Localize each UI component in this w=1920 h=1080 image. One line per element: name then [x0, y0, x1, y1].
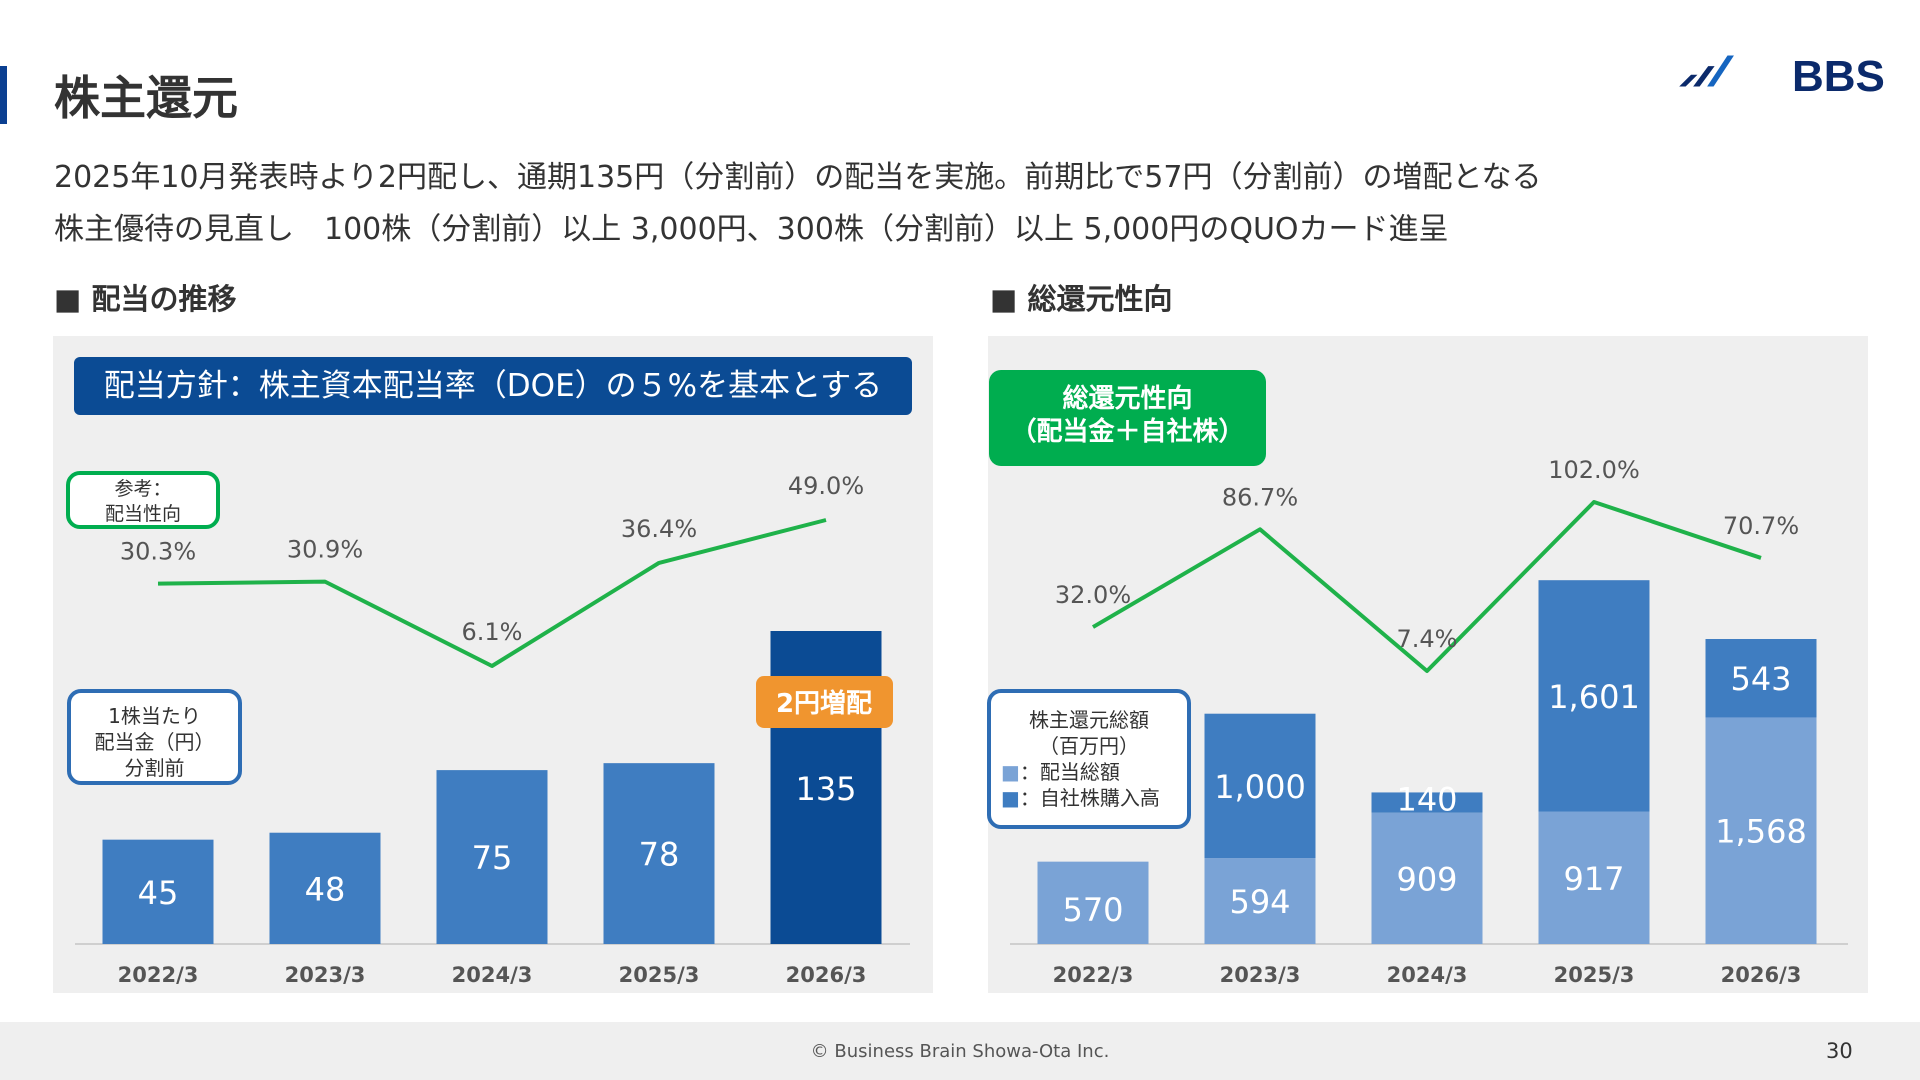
left-x-tick-label: 2025/3	[619, 963, 700, 987]
payout-ratio-label: 49.0%	[788, 472, 864, 500]
dps-bar-label: 78	[639, 836, 680, 874]
dividend-total-bar	[1371, 812, 1483, 944]
right-x-tick-label: 2023/3	[1220, 963, 1301, 987]
total-payout-label: 70.7%	[1723, 512, 1799, 540]
total-payout-label: 102.0%	[1548, 456, 1640, 484]
payout-ratio-label: 36.4%	[621, 515, 697, 543]
buyback-bar	[1705, 639, 1817, 718]
left-x-tick-label: 2026/3	[786, 963, 867, 987]
copyright: © Business Brain Showa-Ota Inc.	[810, 1041, 1110, 1062]
right-x-tick-label: 2024/3	[1387, 963, 1468, 987]
legend-dividend-text: ：配当総額	[1019, 760, 1120, 784]
bbs-logo-text: BBS	[1792, 52, 1885, 101]
right-x-tick-label: 2025/3	[1554, 963, 1635, 987]
left-x-tick-label: 2024/3	[452, 963, 533, 987]
buyback-bar	[1538, 580, 1650, 812]
payout-section-heading: ■ 総還元性向	[990, 282, 1173, 316]
page-title: 株主還元	[54, 71, 238, 125]
dps-bar	[269, 832, 381, 944]
dividend-total-bar	[1204, 858, 1316, 944]
summary-line-1: 2025年10月発表時より2円配し、通期135円（分割前）の配当を実施。前期比で…	[54, 160, 1542, 195]
dps-bar-label: 45	[138, 874, 179, 912]
buyback-bar	[1204, 713, 1316, 859]
dividend-total-label: 570	[1062, 891, 1123, 929]
dividend-total-label: 1,568	[1715, 813, 1807, 851]
left-x-tick-label: 2022/3	[118, 963, 199, 987]
dps-bar-label: 75	[472, 839, 513, 877]
summary-line-2: 株主優待の見直し 100株（分割前）以上 3,000円、300株（分割前）以上 …	[54, 212, 1449, 247]
legend-dividend-marker: ■	[1001, 760, 1020, 784]
page-number: 30	[1826, 1039, 1853, 1063]
increase-badge	[756, 676, 893, 728]
dividend-total-label: 909	[1396, 860, 1457, 898]
legend-item-buyback: ■：自社株購入高	[991, 785, 1187, 811]
dividend-total-bar	[1705, 717, 1817, 944]
total-payout-label: 7.4%	[1397, 625, 1458, 653]
left-x-tick-label: 2023/3	[285, 963, 366, 987]
dividend-policy-banner: 配当方針：株主資本配当率（DOE）の５%を基本とする	[74, 357, 912, 415]
buyback-label: 1,000	[1214, 768, 1306, 806]
payout-ratio-line	[157, 518, 827, 668]
total-payout-label: 86.7%	[1222, 483, 1298, 511]
legend-buyback-marker: ■	[1001, 786, 1020, 810]
dps-bar	[603, 763, 715, 944]
buyback-label: 1,601	[1548, 678, 1640, 716]
payout-ratio-note-line2: 配当性向	[104, 503, 181, 525]
total-payout-label: 総還元性向 （配当金＋自社株）	[989, 370, 1266, 466]
dps-note-line1: 1株当たり	[108, 704, 201, 728]
dps-note-line2: 配当金（円）	[94, 730, 215, 754]
payout-ratio-note: 参考： 配当性向	[66, 471, 220, 529]
total-payout-label: 32.0%	[1055, 581, 1131, 609]
dps-bar	[102, 839, 214, 944]
legend-title-line2: （百万円）	[1039, 734, 1139, 758]
total-payout-label-line2: （配当金＋自社株）	[1010, 417, 1245, 447]
payout-ratio-label: 6.1%	[462, 618, 523, 646]
legend-item-dividend: ■：配当総額	[991, 759, 1187, 785]
payout-ratio-label: 30.3%	[120, 538, 196, 566]
dividend-total-bar	[1037, 861, 1149, 944]
right-x-tick-label: 2026/3	[1721, 963, 1802, 987]
dps-bar-label: 48	[305, 870, 346, 908]
footer-bar	[0, 1022, 1920, 1080]
dividend-section-heading: ■ 配当の推移	[54, 282, 237, 316]
title-accent-bar	[0, 66, 7, 124]
legend-title-line1: 株主還元総額	[1029, 708, 1149, 732]
dps-bar-label: 135	[795, 770, 856, 808]
legend-buyback-text: ：自社株購入高	[1019, 786, 1160, 810]
return-legend-box: 株主還元総額 （百万円） ■：配当総額 ■：自社株購入高	[987, 689, 1191, 829]
dividend-total-bar	[1538, 811, 1650, 944]
total-payout-line	[1091, 500, 1762, 673]
buyback-label: 140	[1396, 781, 1457, 819]
payout-ratio-note-line1: 参考：	[114, 478, 172, 500]
dps-note-line3: 分割前	[124, 756, 185, 780]
buyback-bar	[1371, 792, 1483, 813]
increase-badge-label: 2円増配	[776, 689, 872, 719]
dps-bar	[436, 770, 548, 944]
payout-ratio-label: 30.9%	[287, 536, 363, 564]
dps-note: 1株当たり 配当金（円） 分割前	[67, 689, 242, 785]
buyback-label: 543	[1730, 660, 1791, 698]
bbs-logo-icon	[1679, 55, 1734, 87]
right-x-tick-label: 2022/3	[1053, 963, 1134, 987]
dividend-total-label: 594	[1229, 883, 1290, 921]
total-payout-label-line1: 総還元性向	[1062, 384, 1193, 414]
dividend-total-label: 917	[1563, 860, 1624, 898]
